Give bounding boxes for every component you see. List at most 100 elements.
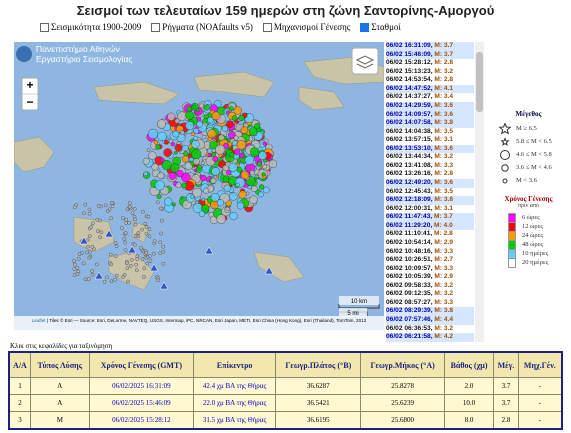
event-time: 06/02 10:09:57, [386, 264, 433, 272]
event-dot [153, 140, 159, 145]
event-row[interactable]: 06/02 12:00:31, M: 3.1 [386, 205, 474, 214]
event-time: 06/02 12:00:31, [386, 204, 433, 212]
event-dot [87, 255, 92, 260]
event-dot [141, 209, 145, 214]
event-dot [236, 166, 243, 173]
event-row[interactable]: 06/02 14:37:27, M: 3.4 [386, 93, 474, 102]
event-dot [159, 206, 163, 211]
event-row[interactable]: 06/02 06:21:58, M: 4.2 [386, 333, 474, 342]
event-dot [158, 251, 162, 256]
column-header[interactable]: Χρόνος Γένεσης (GMT) [88, 351, 195, 378]
event-mag: M: 3.4 [434, 93, 454, 101]
event-time: 06/02 10:05:39, [386, 273, 433, 281]
event-row[interactable]: 06/02 14:53:54, M: 2.8 [386, 76, 474, 85]
zoom-out[interactable]: − [26, 95, 33, 109]
event-row[interactable]: 06/02 14:04:38, M: 3.5 [386, 128, 474, 137]
zoom-in[interactable]: + [26, 78, 33, 92]
table-cell: 10.0 [443, 394, 495, 412]
event-dot [127, 201, 132, 205]
column-header[interactable]: Μέγ. [493, 351, 519, 378]
layer-button[interactable] [351, 47, 379, 75]
scrollbar[interactable] [475, 42, 484, 342]
event-row[interactable]: 06/02 11:29:20, M: 4.0 [386, 221, 474, 231]
event-row[interactable]: 06/02 15:46:09, M: 3.7 [386, 50, 474, 60]
column-header[interactable]: Γεωγρ.Πλάτος (°Β) [275, 351, 362, 378]
event-row[interactable]: 06/02 11:10:41, M: 2.8 [386, 230, 474, 239]
event-row[interactable]: 06/02 07:57:46, M: 4.4 [386, 316, 474, 325]
event-row[interactable]: 06/02 12:18:09, M: 3.8 [386, 196, 474, 205]
event-row[interactable]: 06/02 14:47:52, M: 4.1 [386, 84, 474, 94]
event-row[interactable]: 06/02 09:12:35, M: 3.2 [386, 290, 474, 299]
event-row[interactable]: 06/02 13:26:16, M: 2.8 [386, 170, 474, 179]
event-dot [236, 202, 245, 210]
event-row[interactable]: 06/02 08:57:27, M: 3.3 [386, 299, 474, 308]
event-row[interactable]: 06/02 16:31:09, M: 3.7 [386, 42, 474, 51]
event-row[interactable]: 06/02 06:36:53, M: 3.2 [386, 325, 474, 334]
layer-toggle[interactable]: Μηχανισμοί Γένεσης [262, 22, 350, 32]
event-dot [85, 238, 90, 242]
map[interactable]: + − Πανεπιστήμιο Αθηνών Εργαστήριο Σεισμ… [14, 42, 384, 330]
event-dot [262, 141, 268, 146]
event-dot [244, 155, 255, 165]
checkbox[interactable] [40, 22, 49, 32]
event-row[interactable]: 06/02 10:48:16, M: 3.3 [386, 248, 474, 257]
event-row[interactable]: 06/02 14:29:59, M: 3.6 [386, 101, 474, 111]
table-cell: - [517, 394, 563, 412]
event-row[interactable]: 06/02 14:07:58, M: 3.8 [386, 119, 474, 128]
table-cell: 8.0 [443, 411, 495, 430]
checkbox[interactable] [151, 22, 161, 32]
column-header[interactable]: Βάθος (χμ) [443, 351, 495, 378]
event-row[interactable]: 06/02 13:53:10, M: 3.6 [386, 144, 474, 154]
event-time: 06/02 12:49:20, [386, 179, 433, 186]
column-header[interactable]: Τύπος Λύσης [29, 351, 90, 378]
event-dot [145, 261, 150, 266]
event-dot [140, 257, 145, 261]
event-row[interactable]: 06/02 10:09:57, M: 3.3 [386, 265, 474, 274]
column-header[interactable]: Μηχ.Γέν. [517, 351, 563, 378]
event-dot [170, 141, 176, 147]
event-dot [133, 222, 138, 227]
layer-toggle[interactable]: Σεισμικότητα 1900-2009 [40, 22, 141, 32]
event-dot [151, 163, 159, 171]
event-dot [193, 168, 198, 172]
event-dot [155, 200, 160, 205]
event-row[interactable]: 06/02 15:13:23, M: 3.2 [386, 68, 474, 77]
checkbox[interactable] [360, 22, 370, 32]
event-dot [164, 197, 173, 206]
event-dot [113, 241, 118, 245]
layer-toggle[interactable]: Ρήγματα (NOAfaults v5) [151, 22, 253, 32]
event-dot [144, 231, 149, 236]
checkbox[interactable] [262, 22, 272, 32]
circle [500, 149, 510, 160]
event-dot [193, 135, 199, 141]
event-row[interactable]: 06/02 10:54:14, M: 2.9 [386, 239, 474, 248]
event-row[interactable]: 06/02 15:28:12, M: 2.8 [386, 59, 474, 68]
column-header[interactable]: Γεωγρ.Μήκος (°Α) [360, 351, 445, 378]
event-dot [72, 267, 77, 271]
event-row[interactable]: 06/02 09:58:33, M: 3.2 [386, 282, 474, 291]
event-row[interactable]: 06/02 14:09:57, M: 3.6 [386, 110, 474, 120]
event-row[interactable]: 06/02 10:26:51, M: 2.7 [386, 256, 474, 265]
event-row[interactable]: 06/02 08:29:39, M: 3.8 [386, 307, 474, 316]
event-dot [85, 250, 89, 255]
event-row[interactable]: 06/02 10:05:39, M: 2.9 [386, 273, 474, 282]
layer-toggle[interactable]: Σταθμοί [360, 22, 401, 32]
column-header[interactable]: Α/Α [8, 351, 31, 378]
event-row[interactable]: 06/02 13:44:34, M: 3.2 [386, 153, 474, 162]
event-dot [239, 152, 245, 159]
event-dot [207, 116, 214, 124]
event-row[interactable]: 06/02 13:57:15, M: 3.1 [386, 136, 474, 145]
event-row[interactable]: 06/02 13:41:08, M: 3.3 [386, 162, 474, 171]
leaflet-link[interactable]: Leaflet [32, 318, 47, 323]
table-cell: 25.8278 [360, 377, 445, 395]
event-dot [215, 144, 226, 155]
event-dot [95, 262, 99, 267]
legend-title: Χρόνος Γένεσης [504, 195, 553, 203]
event-dot [223, 184, 232, 192]
event-dot [124, 261, 129, 266]
event-row[interactable]: 06/02 12:49:20, M: 3.6 [386, 179, 474, 188]
event-time: 06/02 12:18:09, [386, 196, 433, 204]
event-row[interactable]: 06/02 11:47:43, M: 3.7 [386, 213, 474, 222]
event-row[interactable]: 06/02 12:45:43, M: 3.5 [386, 188, 474, 197]
column-header[interactable]: Επίκεντρο [192, 351, 277, 378]
